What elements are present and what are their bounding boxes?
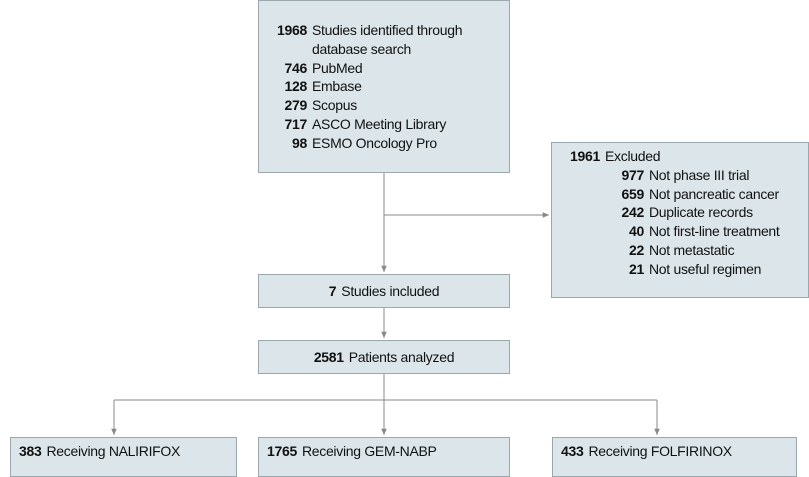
- group-box: 1765 Receiving GEM-NABP: [258, 437, 510, 477]
- row: 1961 Excluded: [560, 147, 808, 166]
- row: 1765 Receiving GEM-NABP: [267, 442, 509, 461]
- connectors: [111, 173, 660, 435]
- label: Excluded: [605, 148, 661, 164]
- count: 1968: [277, 22, 307, 38]
- label: Patients analyzed: [348, 348, 455, 365]
- row: 1968 Studies identified through database …: [267, 21, 501, 59]
- analyzed-box: 2581 Patients analyzed: [258, 340, 510, 374]
- label: Receiving GEM-NABP: [301, 443, 437, 459]
- count: 383: [19, 443, 42, 459]
- row: 383 Receiving NALIRIFOX: [19, 442, 236, 461]
- count: 40: [629, 223, 644, 240]
- label: Studies identified through database sear…: [312, 22, 463, 57]
- label: Not pancreatic cancer: [649, 185, 779, 202]
- count: 717: [284, 115, 308, 132]
- row: 40 Not first-line treatment: [560, 222, 808, 241]
- row: 977 Not phase III trial: [560, 166, 808, 185]
- count: 22: [629, 241, 644, 258]
- label: ESMO Oncology Pro: [312, 134, 437, 151]
- label: Duplicate records: [649, 204, 753, 221]
- group-box: 433 Receiving FOLFIRINOX: [552, 437, 797, 477]
- row: 717 ASCO Meeting Library: [267, 115, 501, 134]
- label: Studies included: [341, 282, 440, 299]
- count: 279: [284, 97, 308, 114]
- excluded-box: 1961 Excluded 977 Not phase III trial 659 Not…: [551, 142, 809, 298]
- count: 128: [284, 78, 308, 95]
- count: 977: [621, 166, 645, 183]
- label: Embase: [312, 78, 362, 95]
- count: 7: [328, 282, 337, 299]
- row: 21 Not useful regimen: [560, 260, 808, 279]
- row: 128 Embase: [267, 77, 501, 96]
- count: 21: [629, 260, 644, 277]
- label: Not phase III trial: [649, 166, 750, 183]
- row: 98 ESMO Oncology Pro: [267, 134, 501, 153]
- count: 1961: [570, 148, 600, 164]
- count: 2581: [313, 348, 344, 365]
- label: Not first-line treatment: [649, 223, 780, 240]
- row: 433 Receiving FOLFIRINOX: [561, 442, 796, 461]
- label: PubMed: [312, 59, 363, 76]
- count: 746: [284, 59, 308, 76]
- label: Receiving FOLFIRINOX: [588, 443, 732, 459]
- included-box: 7 Studies included: [258, 274, 510, 308]
- count: 242: [621, 204, 645, 221]
- row: 659 Not pancreatic cancer: [560, 185, 808, 204]
- label: Receiving NALIRIFOX: [46, 443, 181, 459]
- count: 659: [621, 185, 645, 202]
- count: 1765: [267, 443, 297, 459]
- label: Scopus: [312, 97, 357, 114]
- page: 1968 Studies identified through database …: [10, 0, 809, 477]
- row: 2581 Patients analyzed: [313, 348, 455, 367]
- label: ASCO Meeting Library: [312, 115, 447, 132]
- label: Not metastatic: [649, 241, 735, 258]
- row: 7 Studies included: [328, 282, 440, 301]
- row: 22 Not metastatic: [560, 241, 808, 260]
- label: Not useful regimen: [649, 260, 762, 277]
- row: 279 Scopus: [267, 96, 501, 115]
- group-box: 383 Receiving NALIRIFOX: [10, 437, 237, 477]
- identified-box: 1968 Studies identified through database …: [258, 0, 510, 173]
- count: 433: [561, 443, 584, 459]
- count: 98: [292, 134, 307, 151]
- row: 746 PubMed: [267, 59, 501, 78]
- row: 242 Duplicate records: [560, 203, 808, 222]
